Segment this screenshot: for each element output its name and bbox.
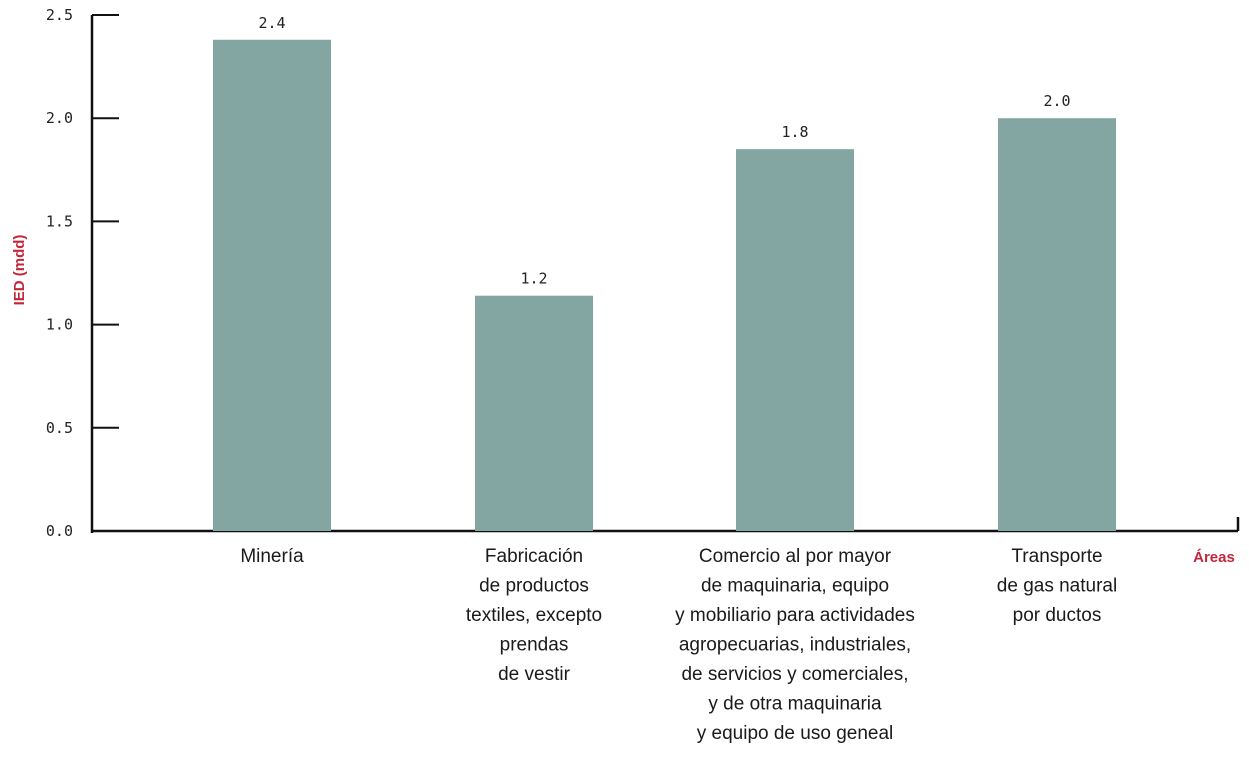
x-category-label-line: textiles, excepto	[466, 605, 602, 626]
bar-value-label: 1.8	[781, 123, 808, 141]
x-category-label: Fabricación de productos textiles, excepto…	[466, 546, 602, 685]
x-category-label-line: y equipo de uso geneal	[697, 723, 894, 744]
y-tick-label: 1.5	[46, 212, 73, 230]
x-category-label-line: Transporte	[1011, 546, 1102, 567]
x-category-label-line: Comercio al por mayor	[699, 546, 892, 567]
bar-value-label: 2.4	[258, 14, 285, 32]
x-category-label-line: Fabricación	[485, 546, 583, 567]
x-category-label-line: agropecuarias, industriales,	[679, 635, 911, 656]
x-category-label-line: por ductos	[1013, 605, 1102, 626]
x-category-label-line: de gas natural	[997, 576, 1117, 597]
x-category-label-line: de vestir	[498, 664, 570, 685]
x-category-label-line: de productos	[479, 576, 589, 597]
bar-value-label: 1.2	[520, 270, 547, 288]
bar	[998, 118, 1116, 531]
bar	[736, 149, 854, 531]
category-labels: Minería Fabricación de productos textiles, …	[240, 546, 1117, 744]
x-axis-title: Áreas	[1193, 549, 1235, 566]
bar	[213, 39, 331, 531]
y-axis-title: IED (mdd)	[11, 235, 28, 306]
value-labels: 2.4 1.2 1.8 2.0	[258, 14, 1070, 288]
x-category-label: Transporte de gas natural por ductos	[997, 546, 1117, 626]
x-category-label: Minería	[240, 546, 304, 567]
y-tick-label: 2.5	[46, 6, 73, 24]
bar-value-label: 2.0	[1043, 92, 1070, 110]
x-category-label-line: y de otra maquinaria	[708, 694, 882, 715]
y-tick-label: 1.0	[46, 316, 73, 334]
y-axis: 0.0 0.5 1.0 1.5 2.0 2.5	[46, 6, 119, 540]
x-category-label-line: de maquinaria, equipo	[701, 576, 889, 597]
x-category-label-line: de servicios y comerciales,	[681, 664, 908, 685]
x-category-label: Comercio al por mayor de maquinaria, equi…	[675, 546, 915, 744]
y-tick-label: 0.5	[46, 419, 73, 437]
y-tick-label: 2.0	[46, 109, 73, 127]
bar	[475, 295, 593, 531]
x-category-label-line: y mobiliario para actividades	[675, 605, 915, 626]
x-category-label-line: prendas	[500, 635, 569, 656]
x-category-label-line: Minería	[240, 546, 304, 567]
bars	[213, 39, 1116, 531]
y-tick-label: 0.0	[46, 522, 73, 540]
